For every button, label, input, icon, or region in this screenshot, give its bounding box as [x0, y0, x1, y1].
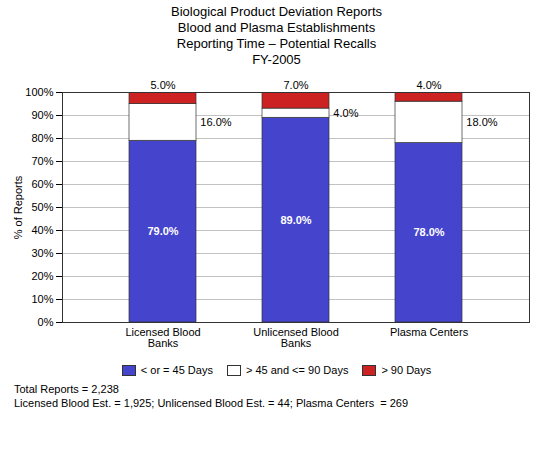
- svg-text:50%: 50%: [31, 201, 53, 213]
- svg-text:40%: 40%: [31, 224, 53, 236]
- svg-text:18.0%: 18.0%: [466, 116, 497, 128]
- html-text:> 45 and <= 90 Days: > 45 and <= 90 Days: [245, 364, 349, 376]
- svg-text:16.0%: 16.0%: [200, 116, 231, 128]
- svg-text:78.0%: 78.0%: [413, 226, 444, 238]
- svg-text:90%: 90%: [31, 109, 53, 121]
- svg-text:79.0%: 79.0%: [147, 225, 178, 237]
- svg-text:Plasma Centers: Plasma Centers: [390, 326, 469, 338]
- svg-text:5.0%: 5.0%: [150, 79, 175, 91]
- svg-text:89.0%: 89.0%: [280, 214, 311, 226]
- svg-text:0%: 0%: [38, 316, 54, 328]
- html-text:> 90 Days: > 90 Days: [381, 364, 432, 376]
- svg-text:4.0%: 4.0%: [333, 107, 358, 119]
- html-text:Biological Product Deviation R: Biological Product Deviation Reports Blo…: [171, 4, 382, 67]
- svg-text:100%: 100%: [25, 86, 53, 98]
- svg-text:20%: 20%: [31, 270, 53, 282]
- svg-text:7.0%: 7.0%: [283, 79, 308, 91]
- html-text:Licensed Blood Est. = 1,925; U: Licensed Blood Est. = 1,925; Unlicensed …: [14, 397, 409, 409]
- html-text:< or = 45 Days: < or = 45 Days: [140, 364, 213, 376]
- svg-text:% of Reports: % of Reports: [12, 175, 24, 239]
- svg-text:80%: 80%: [31, 132, 53, 144]
- svg-text:Licensed BloodBanks: Licensed BloodBanks: [125, 326, 200, 349]
- svg-text:4.0%: 4.0%: [416, 79, 441, 91]
- svg-text:60%: 60%: [31, 178, 53, 190]
- svg-text:10%: 10%: [31, 293, 53, 305]
- svg-text:70%: 70%: [31, 155, 53, 167]
- svg-text:30%: 30%: [31, 247, 53, 259]
- html-text:Total Reports = 2,238: Total Reports = 2,238: [14, 383, 119, 395]
- svg-text:Unlicensed BloodBanks: Unlicensed BloodBanks: [253, 326, 339, 349]
